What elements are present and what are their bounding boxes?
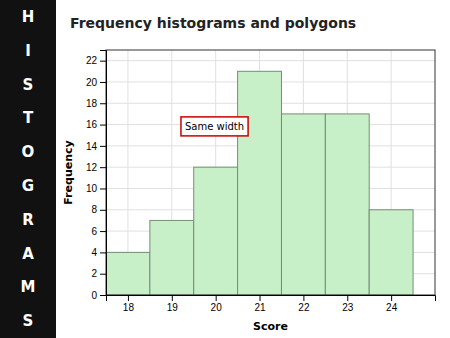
side-letter: T <box>23 109 34 127</box>
annotation: Same width <box>181 117 248 136</box>
tick: 20 <box>86 77 106 88</box>
tick-mark <box>100 274 106 275</box>
bar <box>150 220 194 295</box>
tick: 10 <box>86 183 106 194</box>
tick-label: 2 <box>91 268 97 279</box>
bar <box>238 71 282 295</box>
tick-mark <box>100 252 106 253</box>
tick-mark <box>260 295 261 301</box>
tick: 4 <box>91 247 106 258</box>
grid <box>106 50 435 295</box>
tick-mark <box>128 295 129 301</box>
annotation-text: Same width <box>185 121 244 132</box>
tick-label: 12 <box>86 162 98 173</box>
tick: 24 <box>386 295 398 313</box>
tick-mark <box>172 295 173 301</box>
bar <box>369 210 413 295</box>
side-letter: M <box>21 278 36 296</box>
annotation-box <box>181 117 248 136</box>
tick: 2 <box>91 268 106 279</box>
tick-mark <box>100 146 106 147</box>
side-strip <box>0 0 56 338</box>
x-axis: 18 19 20 21 22 23 24 <box>107 295 436 313</box>
tick-mark <box>100 210 106 211</box>
tick: 21 <box>254 295 266 313</box>
bar <box>325 114 369 295</box>
tick-label: 21 <box>254 302 266 313</box>
side-letter: S <box>23 312 34 330</box>
tick-label: 22 <box>86 55 98 66</box>
tick-label: 0 <box>91 290 97 301</box>
tick-label: 14 <box>86 141 98 152</box>
tick-mark <box>100 61 106 62</box>
tick-mark <box>347 295 348 301</box>
tick-mark <box>100 82 106 83</box>
side-letter: H <box>22 8 35 26</box>
tick: 20 <box>211 295 223 313</box>
plot-frame <box>106 50 435 295</box>
bar <box>106 252 150 295</box>
side-letter: S <box>23 76 34 94</box>
tick-mark <box>100 125 106 126</box>
tick: 18 <box>123 295 135 313</box>
y-axis-title: Frequency <box>62 140 75 204</box>
tick: 6 <box>91 226 106 237</box>
tick: 12 <box>86 162 106 173</box>
grid-line <box>106 60 435 61</box>
tick-label: 19 <box>167 302 179 313</box>
tick-mark <box>100 295 106 296</box>
side-letters: HISTOGRAMS <box>21 8 36 330</box>
tick-label: 24 <box>386 302 398 313</box>
tick-label: 10 <box>86 183 98 194</box>
tick-label: 20 <box>86 77 98 88</box>
tick-mark <box>100 188 106 189</box>
tick: 14 <box>86 141 106 152</box>
tick: 22 <box>298 295 310 313</box>
tick: 23 <box>342 295 354 313</box>
tick-label: 18 <box>123 302 135 313</box>
tick: 22 <box>86 55 106 66</box>
axis-line <box>107 296 436 302</box>
tick-mark <box>100 167 106 168</box>
tick-mark <box>216 295 217 301</box>
axis-line <box>100 51 107 296</box>
tick: 19 <box>167 295 179 313</box>
side-letter: A <box>22 245 34 263</box>
tick: 0 <box>91 290 106 301</box>
tick-label: 16 <box>86 119 98 130</box>
chart: HISTOGRAMSFrequency histograms and polyg… <box>0 0 450 338</box>
side-letter: R <box>22 211 34 229</box>
tick: 8 <box>91 204 106 215</box>
tick-label: 18 <box>86 98 98 109</box>
bars <box>106 71 413 295</box>
side-letter: G <box>22 177 34 195</box>
tick-mark <box>100 103 106 104</box>
tick-label: 20 <box>211 302 223 313</box>
tick-label: 22 <box>298 302 310 313</box>
tick-label: 23 <box>342 302 354 313</box>
tick-mark <box>391 295 392 301</box>
tick-mark <box>303 295 304 301</box>
tick-label: 6 <box>91 226 97 237</box>
x-axis-title: Score <box>253 320 288 333</box>
y-axis: 0 2 4 6 8 10 12 14 16 18 20 22 <box>86 51 107 301</box>
bar <box>194 167 238 295</box>
tick: 18 <box>86 98 106 109</box>
tick-mark <box>100 231 106 232</box>
tick: 16 <box>86 119 106 130</box>
side-letter: I <box>25 42 31 60</box>
title: Frequency histograms and polygons <box>70 15 356 31</box>
bar <box>281 114 325 295</box>
side-letter: O <box>22 143 35 161</box>
tick-label: 8 <box>91 204 97 215</box>
tick-label: 4 <box>91 247 97 258</box>
